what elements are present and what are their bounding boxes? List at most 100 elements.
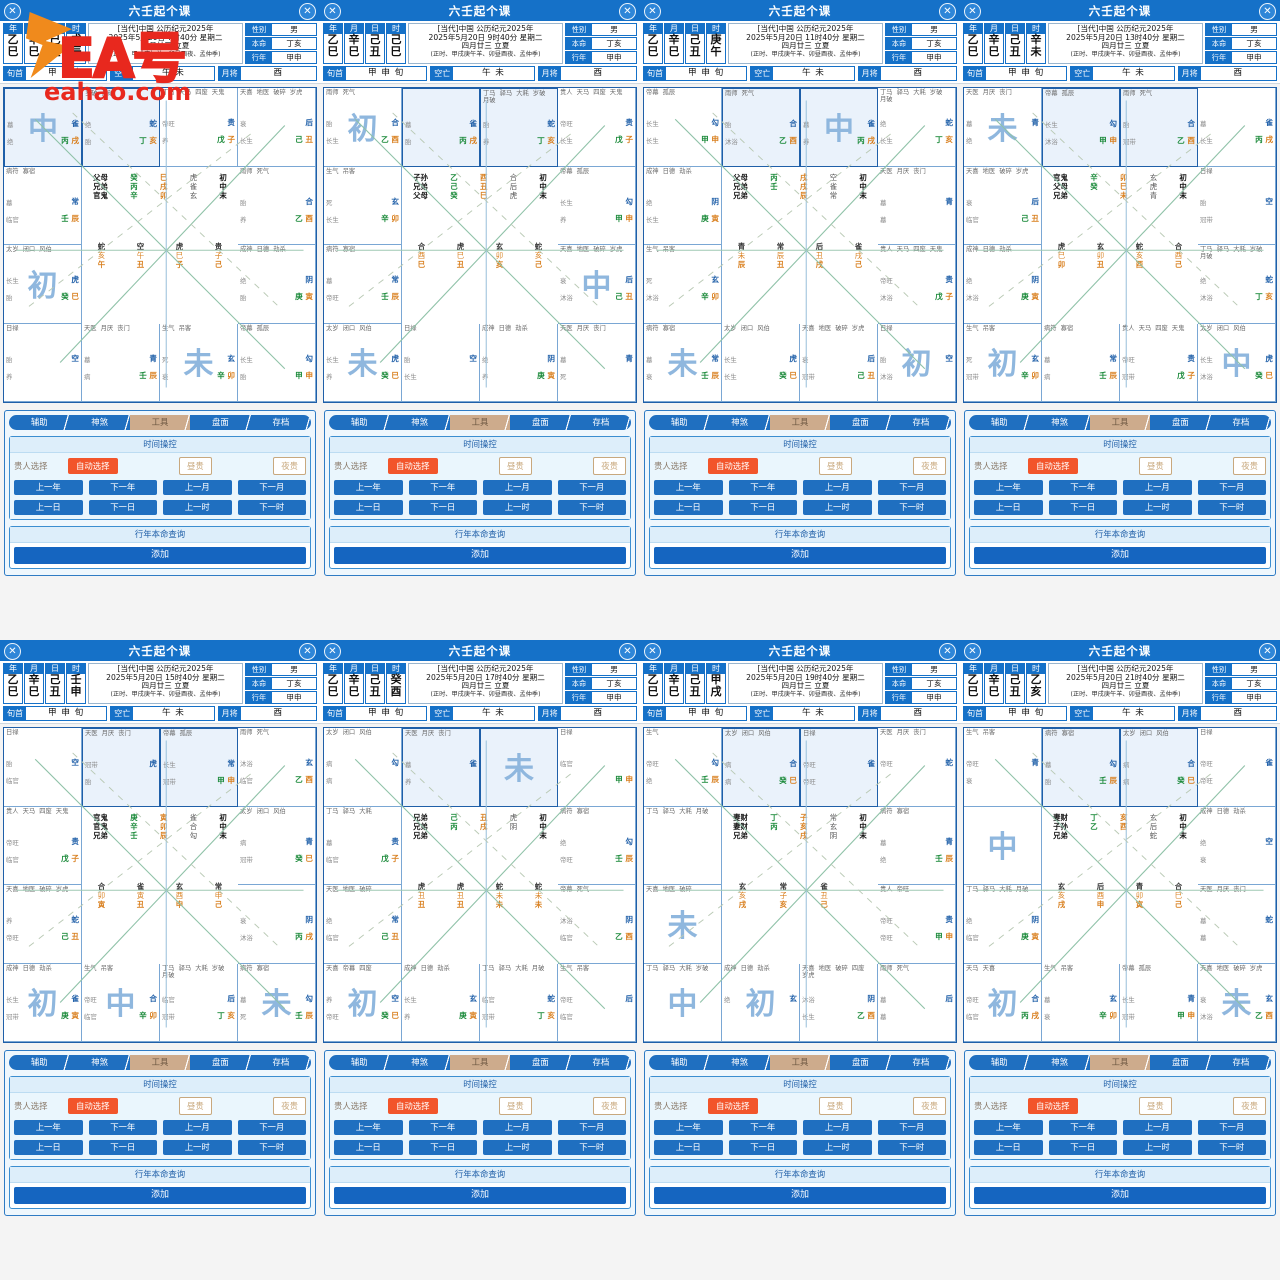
chart-cell[interactable]: 病符 寡宿 墓 临官 常 壬 辰 [4, 166, 82, 245]
nav-button-下一时[interactable]: 下一时 [877, 500, 946, 515]
auto-select-button[interactable]: 自动选择 [708, 458, 758, 474]
chart-cell[interactable]: 天喜 地医 破碎 未 [644, 885, 722, 964]
nav-button-上一年[interactable]: 上一年 [14, 1120, 83, 1135]
header-field-1[interactable]: 旬首 甲 申 旬 [643, 66, 748, 81]
tab-盘面[interactable]: 盘面 [830, 415, 892, 430]
nav-button-下一年[interactable]: 下一年 [1048, 1120, 1117, 1135]
tab-工具[interactable]: 工具 [449, 415, 512, 430]
chart-cell[interactable]: 太岁 闭口 风伯 病 病 合 癸 巳 [722, 728, 800, 807]
auto-select-button[interactable]: 自动选择 [708, 1098, 758, 1114]
add-button[interactable]: 添加 [14, 547, 306, 564]
chart-cell[interactable]: 帝幕 孤辰 长生 长生 勾 甲 申 [644, 88, 722, 167]
chart-cell[interactable]: 天医 月厌 丧门 帝旺 蛇 [878, 728, 956, 807]
nav-button-下一日[interactable]: 下一日 [88, 500, 157, 515]
chart-cell[interactable]: 帝幕 孤辰 长生 养 勾 甲 申 [558, 166, 636, 245]
nav-button-下一月[interactable]: 下一月 [877, 1120, 946, 1135]
nav-button-下一时[interactable]: 下一时 [877, 1140, 946, 1155]
meta-row[interactable]: 行年 甲申 [885, 51, 957, 64]
chart-cell[interactable]: 生气 吊客 死 沐浴 玄 辛 卯 [644, 245, 722, 324]
header-field-3[interactable]: 月将 酉 [857, 706, 958, 721]
tab-辅助[interactable]: 辅助 [9, 1055, 71, 1070]
meta-row[interactable]: 本命 丁亥 [1205, 677, 1277, 690]
chart-cell[interactable]: 成神 日德 劫杀 初 绝 玄 [722, 963, 800, 1042]
liuren-chart[interactable]: 太岁 闭口 风伯 病 病 勾 天医 月厌 丧门 墓 养 雀 未 日禄 临官 甲 申 丁马… [323, 727, 637, 1043]
pillar-月[interactable]: 月 辛 巳 [984, 23, 1004, 64]
chart-cell[interactable]: 丁马 驿马 大耗 岁破 月破 绝 沐浴 蛇 丁 亥 [1198, 245, 1276, 324]
close-icon[interactable]: ✕ [324, 3, 341, 20]
nav-button-上一年[interactable]: 上一年 [14, 480, 83, 495]
nav-button-上一日[interactable]: 上一日 [974, 500, 1043, 515]
liuren-chart[interactable]: 生气 帝旺 绝 勾 壬 辰 太岁 闭口 风伯 病 病 合 癸 巳 日禄 帝旺 帝旺 … [643, 727, 957, 1043]
pillar-年[interactable]: 年 乙 巳 [963, 23, 983, 64]
add-button[interactable]: 添加 [654, 547, 946, 564]
pillar-时[interactable]: 时 甲 戌 [706, 663, 726, 704]
tab-辅助[interactable]: 辅助 [9, 415, 71, 430]
nav-button-上一日[interactable]: 上一日 [654, 1140, 723, 1155]
close-icon[interactable]: ✕ [299, 3, 316, 20]
chart-cell[interactable]: 天医 月厌 丧门 墓 病 青 壬 辰 [82, 323, 160, 402]
nav-button-下一时[interactable]: 下一时 [557, 1140, 626, 1155]
chart-cell[interactable]: 丁马 驿马 大耗 岁破 月破 临官 冠带 后 丁 亥 [160, 963, 238, 1042]
chart-cell[interactable]: 天马 天喜 初 帝旺 临官 合 丙 戌 [964, 963, 1042, 1042]
meta-row[interactable]: 本命 丁亥 [245, 677, 317, 690]
liuren-chart[interactable]: 雨师 死气 初 胎 长生 合 乙 酉 墓 胎 雀 丙 戌 丁马 驿马 大耗 岁破 月破 胎… [323, 87, 637, 403]
tab-盘面[interactable]: 盘面 [1150, 415, 1212, 430]
chart-cell[interactable]: 岁破 月破 绝 胎 蛇 丁 亥 [82, 88, 160, 167]
tab-辅助[interactable]: 辅助 [329, 1055, 391, 1070]
chart-cell[interactable]: 贵人 天马 四废 天鬼 帝旺 临官 贵 戊 子 [4, 806, 82, 885]
add-button[interactable]: 添加 [334, 1187, 626, 1204]
chart-cell[interactable]: 病符 寡宿 墓 绝 青 壬 辰 [878, 806, 956, 885]
night-noble-button[interactable]: 夜贵 [593, 1097, 626, 1115]
pillar-月[interactable]: 月 辛 巳 [24, 23, 44, 64]
day-noble-button[interactable]: 昼贵 [179, 1097, 212, 1115]
pillar-日[interactable]: 日 己 丑 [45, 23, 65, 64]
chart-cell[interactable]: 雨师 死气 胎 沐浴 合 乙 酉 [722, 88, 800, 167]
chart-cell[interactable]: 帝幕 死气 沐浴 临官 阴 乙 酉 [558, 885, 636, 964]
tab-存档[interactable]: 存档 [251, 415, 311, 430]
nav-button-下一年[interactable]: 下一年 [728, 480, 797, 495]
close-icon[interactable]: ✕ [619, 643, 636, 660]
chart-cell[interactable]: 成神 日德 劫杀 初 长生 冠带 雀 庚 寅 [4, 963, 82, 1042]
tab-存档[interactable]: 存档 [1211, 415, 1271, 430]
tab-神煞[interactable]: 神煞 [389, 415, 451, 430]
tab-神煞[interactable]: 神煞 [69, 415, 131, 430]
nav-button-上一年[interactable]: 上一年 [654, 480, 723, 495]
meta-row[interactable]: 本命 丁亥 [885, 37, 957, 50]
nav-button-上一时[interactable]: 上一时 [803, 500, 872, 515]
header-field-2[interactable]: 空亡 午 未 [750, 66, 855, 81]
chart-cell[interactable]: 丁马 驿马 大耗 月破 临官 冠带 蛇 丁 亥 [480, 963, 558, 1042]
chart-cell[interactable]: 病符 寡宿 墓 病 常 壬 辰 [1042, 323, 1120, 402]
chart-cell[interactable]: 帝幕 孤辰 长生 冠带 青 甲 申 [1120, 963, 1198, 1042]
close-icon[interactable]: ✕ [644, 643, 661, 660]
chart-cell[interactable]: 贵人 天马 四废 天鬼 帝旺 沐浴 贵 戊 子 [878, 245, 956, 324]
tab-辅助[interactable]: 辅助 [969, 1055, 1031, 1070]
header-field-2[interactable]: 空亡 午 未 [430, 706, 535, 721]
chart-cell[interactable]: 天医 月厌 丧门 墓 墓 蛇 [1198, 885, 1276, 964]
tab-工具[interactable]: 工具 [449, 1055, 512, 1070]
pillar-年[interactable]: 年 乙 巳 [323, 23, 343, 64]
meta-row[interactable]: 行年 甲申 [1205, 51, 1277, 64]
meta-row[interactable]: 性别 男 [1205, 663, 1277, 676]
pillar-日[interactable]: 日 己 丑 [685, 663, 705, 704]
nav-button-下一日[interactable]: 下一日 [88, 1140, 157, 1155]
chart-cell[interactable]: 天医 地医 破碎 绝 临官 常 己 丑 [324, 885, 402, 964]
nav-button-上一时[interactable]: 上一时 [163, 1140, 232, 1155]
chart-cell[interactable]: 生气 吊客 死 长生 玄 辛 卯 [324, 166, 402, 245]
chart-cell[interactable]: 帝幕 孤辰 长生 沐浴 勾 甲 申 [1042, 88, 1120, 167]
nav-button-上一月[interactable]: 上一月 [483, 480, 552, 495]
tab-神煞[interactable]: 神煞 [709, 1055, 771, 1070]
nav-button-上一时[interactable]: 上一时 [483, 500, 552, 515]
meta-row[interactable]: 行年 甲申 [1205, 691, 1277, 704]
tab-工具[interactable]: 工具 [1089, 415, 1152, 430]
nav-button-下一月[interactable]: 下一月 [557, 1120, 626, 1135]
pillar-年[interactable]: 年 乙 巳 [323, 663, 343, 704]
pillar-时[interactable]: 时 庚 午 [706, 23, 726, 64]
tab-存档[interactable]: 存档 [251, 1055, 311, 1070]
meta-row[interactable]: 行年 甲申 [245, 691, 317, 704]
chart-cell[interactable]: 太岁 闭口 风伯 病 病 合 癸 巳 [1120, 728, 1198, 807]
auto-select-button[interactable]: 自动选择 [68, 1098, 118, 1114]
chart-cell[interactable]: 中 墓 绝 雀 丙 戌 [4, 88, 82, 167]
chart-cell[interactable]: 成神 日德 劫杀 绝 长生 阴 庚 寅 [644, 166, 722, 245]
chart-cell[interactable]: 天医 月厌 丧门 墓 死 青 [558, 323, 636, 402]
chart-cell[interactable]: 丁马 驿马 大耗 月破 绝 临官 阴 庚 寅 [964, 885, 1042, 964]
